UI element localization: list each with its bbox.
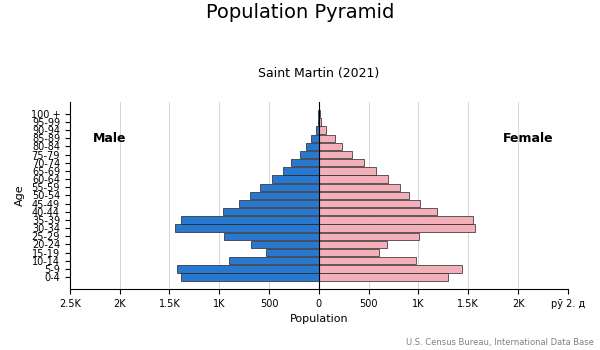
Bar [319, 257, 416, 264]
Bar [223, 208, 319, 215]
Bar [319, 126, 326, 134]
Bar [319, 200, 421, 207]
Bar [301, 151, 319, 158]
Bar [181, 216, 319, 224]
Bar [319, 265, 462, 273]
Bar [266, 249, 319, 256]
Bar [251, 241, 319, 248]
Bar [311, 134, 319, 142]
Bar [260, 183, 319, 191]
Text: Male: Male [93, 132, 127, 145]
Bar [229, 257, 319, 264]
Bar [319, 134, 335, 142]
Bar [319, 110, 320, 117]
Bar [250, 192, 319, 199]
Bar [319, 241, 386, 248]
Bar [319, 249, 379, 256]
Bar [319, 232, 419, 240]
Bar [319, 175, 388, 183]
Bar [319, 273, 448, 281]
Bar [175, 224, 319, 232]
Bar [283, 167, 319, 175]
Bar [316, 126, 319, 134]
Bar [272, 175, 319, 183]
Bar [319, 118, 321, 126]
Text: Female: Female [503, 132, 553, 145]
Bar [181, 273, 319, 281]
Bar [292, 159, 319, 166]
Bar [319, 192, 409, 199]
Bar [319, 151, 352, 158]
Bar [239, 200, 319, 207]
Bar [307, 143, 319, 150]
Y-axis label: Age: Age [15, 184, 25, 206]
Bar [319, 183, 400, 191]
Bar [178, 265, 319, 273]
Bar [319, 159, 364, 166]
Bar [224, 232, 319, 240]
Bar [319, 216, 473, 224]
Text: U.S. Census Bureau, International Data Base: U.S. Census Bureau, International Data B… [406, 337, 594, 346]
Bar [319, 208, 437, 215]
X-axis label: Population: Population [290, 315, 348, 324]
Text: Population Pyramid: Population Pyramid [206, 4, 394, 22]
Bar [318, 118, 319, 126]
Bar [319, 167, 376, 175]
Bar [319, 224, 475, 232]
Bar [319, 143, 342, 150]
Title: Saint Martin (2021): Saint Martin (2021) [258, 66, 379, 79]
